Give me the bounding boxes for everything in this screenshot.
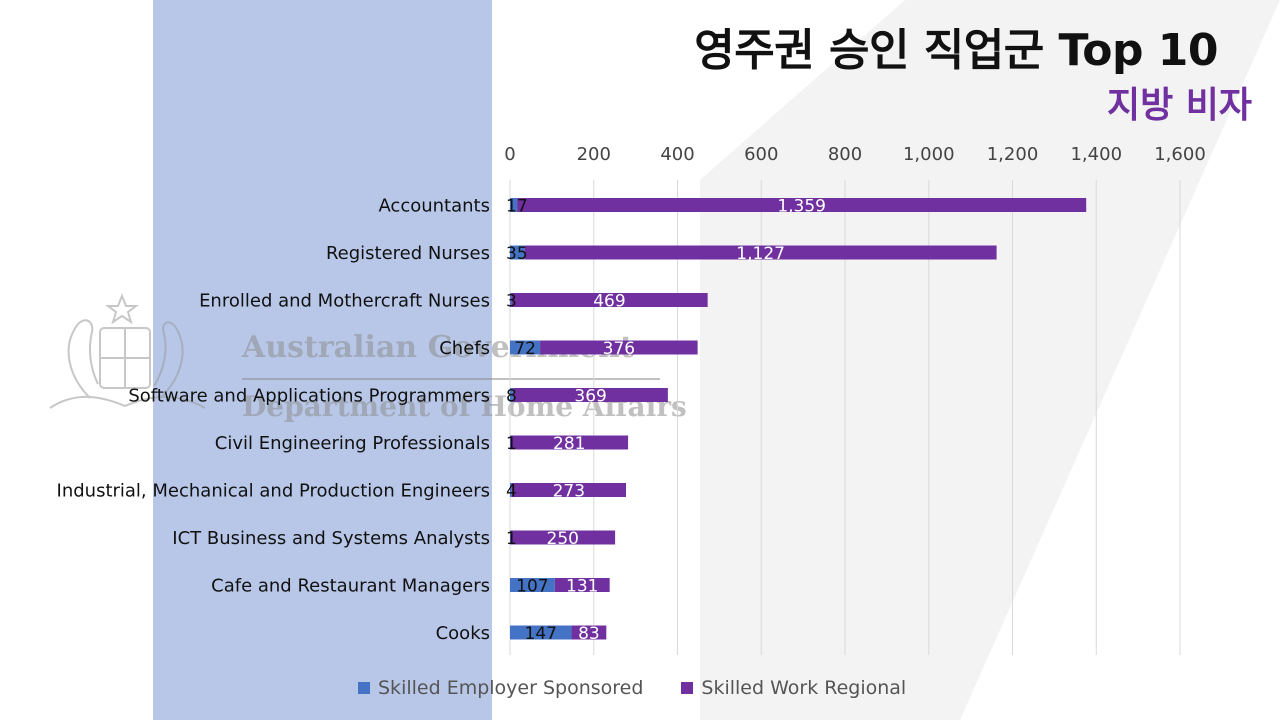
watermark: Australian Government Department of Home… [30,288,687,428]
category-label: Cafe and Restaurant Managers [211,576,490,597]
data-label: 273 [553,482,585,502]
bar-employer [510,340,541,355]
x-tick-label: 1,600 [1154,144,1206,165]
data-label: 1,127 [736,244,785,264]
x-tick-label: 600 [744,144,778,165]
bar-regional [554,578,610,592]
data-label: 8 [506,387,517,407]
watermark-rule [242,378,660,380]
x-tick-label: 0 [504,144,515,165]
category-label: Chefs [439,338,490,359]
data-label: 281 [553,434,585,454]
bar-employer [510,245,525,260]
bar-employer [510,483,512,497]
bar-employer [510,530,511,545]
bar-regional [540,340,698,355]
data-label: 147 [525,624,557,644]
data-label: 376 [603,339,635,359]
x-tick-label: 800 [828,144,862,165]
data-label: 107 [516,577,548,597]
data-label: 35 [506,244,528,264]
legend-item-employer: Skilled Employer Sponsored [358,677,643,699]
page-subtitle: 지방 비자 [1106,85,1252,126]
data-label: 83 [578,624,600,644]
coat-of-arms-icon [49,293,206,409]
background-panel [153,0,492,720]
legend-label-employer: Skilled Employer Sponsored [378,677,644,699]
data-label: 17 [506,197,528,217]
data-label: 4 [506,482,517,502]
category-label: Industrial, Mechanical and Production En… [57,481,490,502]
data-label: 469 [593,292,625,312]
x-tick-label: 200 [577,144,611,165]
bar-regional [524,245,997,260]
chart-legend: Skilled Employer Sponsored Skilled Work … [358,676,906,700]
bar-employer [510,625,572,640]
bar-regional [510,435,629,450]
category-label: Enrolled and Mothercraft Nurses [199,291,490,312]
category-label: Civil Engineering Professionals [215,433,490,454]
bar-employer [510,198,518,212]
x-tick-label: 1,000 [903,144,955,165]
category-label: Registered Nurses [326,243,490,264]
bar-employer [510,578,555,592]
bar-regional [513,388,668,402]
bar-regional [517,198,1087,212]
data-label: 369 [574,387,606,407]
x-tick-label: 1,400 [1070,144,1122,165]
category-label: Cooks [436,623,490,644]
bar-employer [510,293,512,307]
category-label: Software and Applications Programmers [128,386,490,407]
data-label: 1 [506,529,517,549]
data-label: 1,359 [777,197,826,217]
data-label: 3 [506,292,517,312]
x-tick-label: 400 [660,144,694,165]
bar-regional [510,530,616,545]
x-tick-label: 1,200 [987,144,1039,165]
bar-regional [571,625,607,640]
bar-regional [511,483,626,497]
bar-regional [511,293,708,307]
bar-employer [510,388,514,402]
legend-swatch-employer [358,682,370,694]
page-title: 영주권 승인 직업군 Top 10 [694,25,1218,76]
category-label: ICT Business and Systems Analysts [172,528,490,549]
legend-swatch-regional [681,682,694,694]
data-label: 131 [566,577,598,597]
data-label: 72 [514,339,536,359]
category-label: Accountants [378,196,490,217]
data-label: 1 [506,434,517,454]
data-label: 250 [547,529,579,549]
legend-item-regional: Skilled Work Regional [681,677,906,699]
bar-employer [510,435,511,450]
legend-label-regional: Skilled Work Regional [701,677,907,699]
